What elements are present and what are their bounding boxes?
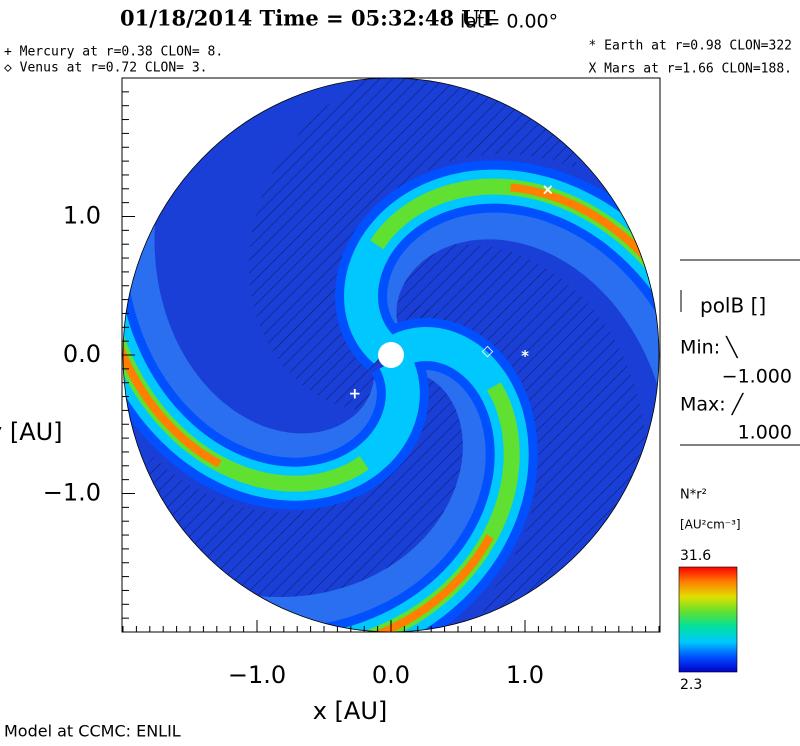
sun: [378, 342, 404, 368]
x-tick-label: 0.0: [372, 661, 410, 689]
footer: Model at CCMC: ENLIL: [4, 722, 181, 741]
x-axis-label: x [AU]: [313, 697, 388, 725]
annotation: + Mercury at r=0.38 CLON= 8.: [4, 45, 223, 60]
annotation: X Mars at r=1.66 CLON=188.: [589, 62, 793, 77]
panel-min: −1.000: [722, 366, 792, 388]
arm-core: [123, 258, 222, 468]
annotation: * Earth at r=0.98 CLON=322: [589, 39, 793, 54]
arm-core: [510, 183, 659, 333]
colorbar-min: 2.3: [680, 677, 702, 693]
planet-marker: ◇: [482, 341, 494, 359]
planet-marker: *: [521, 347, 529, 365]
hatch-region: [248, 78, 613, 412]
panel-max: 1.000: [738, 422, 792, 444]
planet-marker: +: [349, 384, 362, 402]
colorbar: [678, 566, 738, 673]
planet-marker: ×: [541, 181, 554, 199]
title: 01/18/2014 Time = 05:32:48 UT: [120, 6, 496, 31]
y-axis-label: y [AU]: [0, 418, 63, 446]
colorbar-label: N*r²: [680, 488, 707, 503]
panel-min-label: Min: ╲: [680, 336, 739, 359]
hatch-region: [123, 303, 503, 623]
x-tick-label: −1.0: [228, 661, 286, 689]
colorbar-max: 31.6: [680, 548, 711, 564]
annotation: ◇ Venus at r=0.72 CLON= 3.: [4, 61, 208, 76]
y-tick-label: −1.0: [43, 479, 101, 507]
y-tick-label: 0.0: [63, 340, 101, 368]
subtitle: lat= 0.00°: [460, 11, 558, 33]
colorbar-units: [AU²cm⁻³]: [680, 518, 741, 532]
panel-label: polB []: [700, 294, 766, 318]
arm-core: [288, 534, 494, 632]
panel-max-label: Max: ╱: [680, 393, 745, 416]
x-tick-label: 1.0: [506, 661, 544, 689]
density-field: [123, 78, 659, 632]
y-tick-label: 1.0: [63, 202, 101, 230]
